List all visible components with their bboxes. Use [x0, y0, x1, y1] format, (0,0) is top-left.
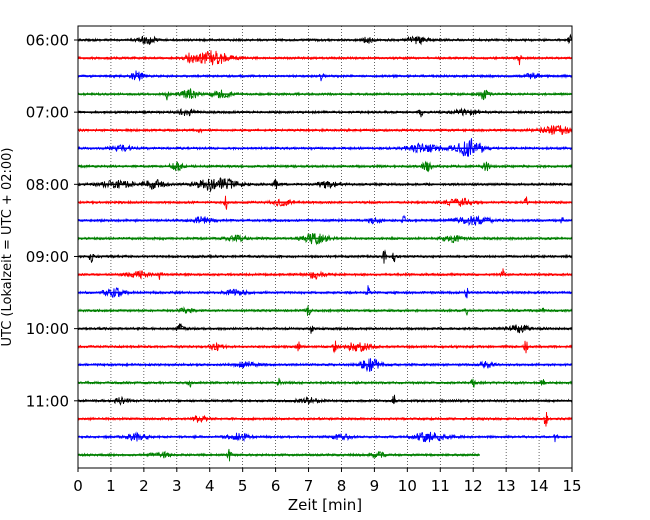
y-tick-label: 11:00 — [26, 392, 69, 410]
x-tick-label: 1 — [106, 477, 116, 495]
x-tick-label: 3 — [172, 477, 182, 495]
x-tick-label: 9 — [370, 477, 380, 495]
seismic-traces — [77, 33, 573, 462]
x-tick-label: 13 — [497, 477, 516, 495]
x-tick-label: 5 — [238, 477, 248, 495]
y-axis-label: UTC (Lokalzeit = UTC + 02:00) — [0, 148, 15, 347]
x-tick-label: 6 — [271, 477, 281, 495]
x-axis: 0 1 2 3 4 5 6 7 8 9 10 11 12 13 14 15 — [73, 468, 582, 495]
x-tick-label: 4 — [205, 477, 215, 495]
x-tick-label: 0 — [73, 477, 83, 495]
trace-line — [77, 394, 573, 406]
x-tick-label: 12 — [464, 477, 483, 495]
x-tick-label: 10 — [398, 477, 417, 495]
x-tick-label: 2 — [139, 477, 149, 495]
y-axis: 06:00 07:00 08:00 09:00 10:00 11:00 — [26, 32, 78, 410]
x-tick-label: 14 — [530, 477, 549, 495]
trace-line — [77, 138, 573, 157]
x-tick-label: 15 — [562, 477, 581, 495]
y-tick-label: 09:00 — [26, 248, 69, 266]
y-tick-label: 06:00 — [26, 32, 69, 50]
y-tick-label: 10:00 — [26, 320, 69, 338]
y-tick-label: 08:00 — [26, 176, 69, 194]
x-tick-label: 11 — [431, 477, 450, 495]
x-axis-label: Zeit [min] — [288, 496, 362, 514]
plot-frame — [77, 25, 573, 469]
x-tick-label: 8 — [337, 477, 347, 495]
y-tick-label: 07:00 — [26, 104, 69, 122]
x-tick-label: 7 — [304, 477, 314, 495]
